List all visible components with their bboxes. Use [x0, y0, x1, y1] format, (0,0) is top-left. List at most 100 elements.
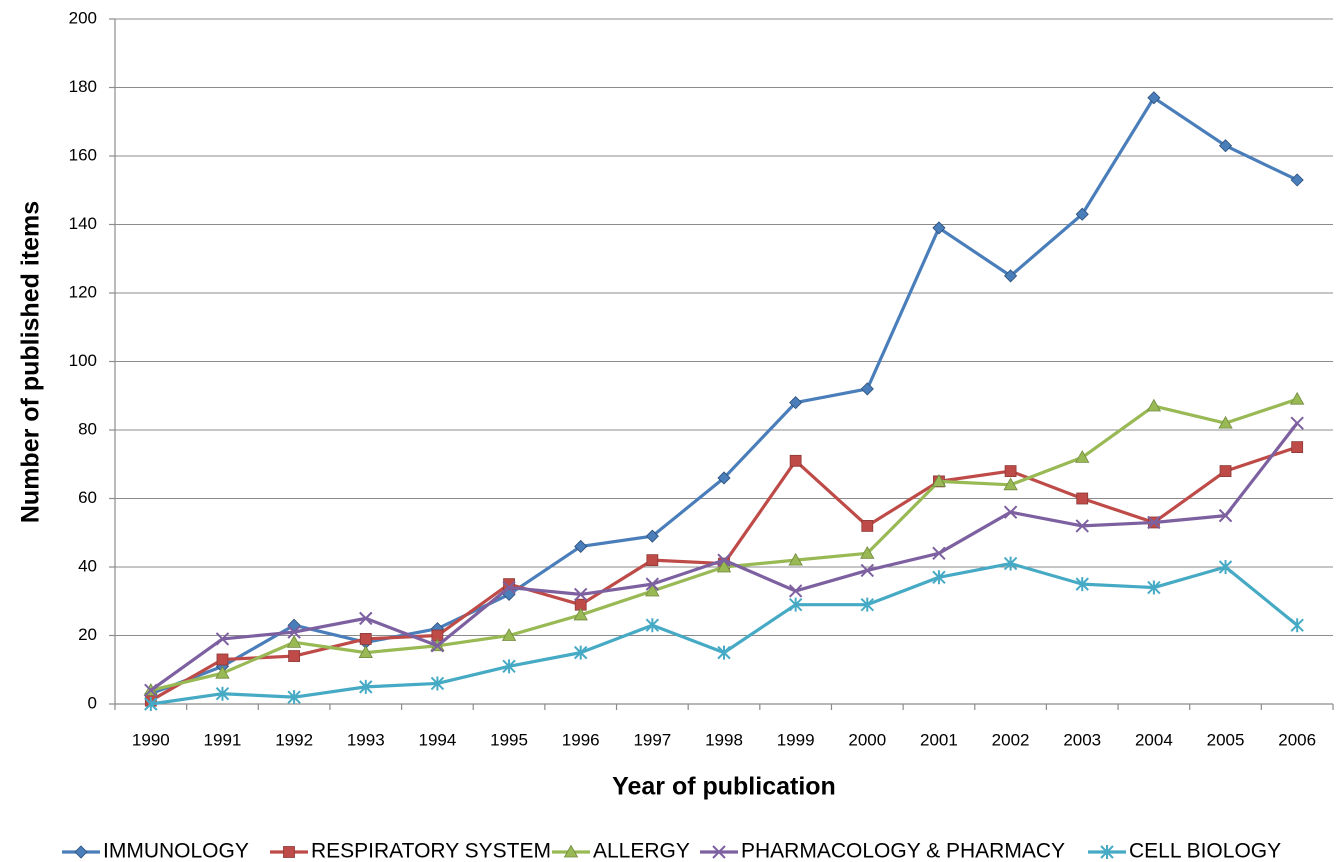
y-tick-label: 20: [78, 625, 97, 644]
marker: [717, 553, 731, 567]
marker: [288, 650, 301, 662]
x-tick-label: 2006: [1278, 730, 1316, 749]
marker: [430, 639, 445, 653]
marker: [1075, 519, 1089, 533]
y-axis-title: Number of published items: [17, 201, 45, 523]
x-tick-label: 1997: [633, 730, 671, 749]
series-line: [150, 445, 1298, 702]
marker: [1147, 91, 1161, 105]
y-tick-label: 120: [69, 282, 97, 301]
y-tick-label: 160: [69, 145, 97, 164]
x-tick-label: 1995: [490, 730, 528, 749]
legend-label: ALLERGY: [593, 840, 690, 862]
marker: [1146, 398, 1162, 412]
marker: [932, 570, 946, 585]
marker: [645, 529, 659, 543]
marker: [283, 846, 295, 858]
marker: [712, 845, 726, 859]
marker: [215, 686, 230, 701]
marker: [74, 845, 88, 859]
marker: [1003, 477, 1018, 491]
marker: [1003, 556, 1018, 571]
y-tick-label: 180: [69, 77, 97, 96]
marker: [860, 597, 875, 612]
marker: [1075, 577, 1089, 592]
marker: [1147, 580, 1161, 595]
x-tick-label: 2001: [920, 730, 958, 749]
marker: [931, 474, 947, 487]
marker: [573, 587, 588, 602]
legend-label: IMMUNOLOGY: [103, 840, 249, 862]
x-tick-label: 1991: [204, 730, 242, 749]
y-tick-label: 60: [78, 488, 97, 507]
marker: [717, 645, 731, 660]
marker: [1290, 173, 1304, 187]
x-tick-label: 1990: [132, 730, 170, 749]
x-tick-label: 2003: [1063, 730, 1101, 749]
legend-item: ALLERGY: [552, 840, 690, 862]
marker: [860, 545, 875, 559]
marker: [215, 665, 230, 679]
marker: [502, 580, 516, 595]
y-tick-label: 0: [88, 693, 97, 712]
x-tick-label: 1998: [705, 730, 743, 749]
marker: [860, 563, 875, 578]
marker: [359, 611, 373, 626]
marker: [286, 635, 302, 648]
legend-label: PHARMACOLOGY & PHARMACY: [741, 840, 1065, 862]
marker: [1218, 139, 1233, 153]
marker: [502, 659, 516, 674]
legend-item: PHARMACOLOGY & PHARMACY: [700, 840, 1065, 862]
x-tick-label: 1993: [347, 730, 385, 749]
legend-label: RESPIRATORY SYSTEM: [311, 840, 551, 862]
series-line: [150, 96, 1298, 696]
legend-item: CELL BIOLOGY: [1088, 840, 1281, 862]
marker: [1290, 416, 1304, 430]
x-tick-label: 2004: [1135, 730, 1173, 749]
marker: [144, 683, 158, 698]
marker: [501, 628, 517, 641]
marker: [1100, 845, 1114, 859]
marker: [215, 632, 230, 646]
y-tick-label: 140: [69, 214, 97, 233]
marker: [1076, 492, 1089, 505]
marker: [932, 221, 946, 235]
marker: [645, 618, 660, 633]
marker: [1218, 508, 1233, 523]
marker: [1290, 618, 1304, 633]
marker: [717, 471, 731, 485]
y-tick-label: 100: [69, 351, 97, 370]
x-axis-title: Year of publication: [612, 773, 836, 801]
marker: [430, 676, 445, 691]
marker: [358, 645, 373, 659]
marker: [1075, 207, 1089, 221]
marker: [645, 583, 660, 597]
x-tick-label: 2002: [992, 730, 1030, 749]
marker: [860, 382, 874, 396]
x-tick-label: 2005: [1207, 730, 1245, 749]
x-tick-label: 1996: [562, 730, 600, 749]
y-tick-label: 40: [78, 556, 97, 575]
marker: [573, 607, 588, 621]
y-tick-label: 80: [78, 419, 97, 438]
marker: [503, 578, 515, 591]
marker: [1004, 269, 1018, 283]
marker: [645, 577, 660, 591]
marker: [861, 520, 874, 532]
marker: [646, 554, 659, 567]
marker: [788, 552, 803, 566]
marker: [789, 454, 802, 467]
legend-label: CELL BIOLOGY: [1129, 840, 1281, 862]
legend-item: IMMUNOLOGY: [62, 840, 249, 862]
marker: [1147, 515, 1161, 530]
marker: [1289, 391, 1305, 405]
marker: [1291, 441, 1304, 454]
marker: [359, 679, 373, 694]
marker: [287, 625, 301, 639]
marker: [144, 697, 158, 711]
marker: [1075, 450, 1090, 463]
marker: [359, 633, 372, 645]
marker: [563, 844, 579, 858]
legend-item: RESPIRATORY SYSTEM: [270, 840, 551, 862]
